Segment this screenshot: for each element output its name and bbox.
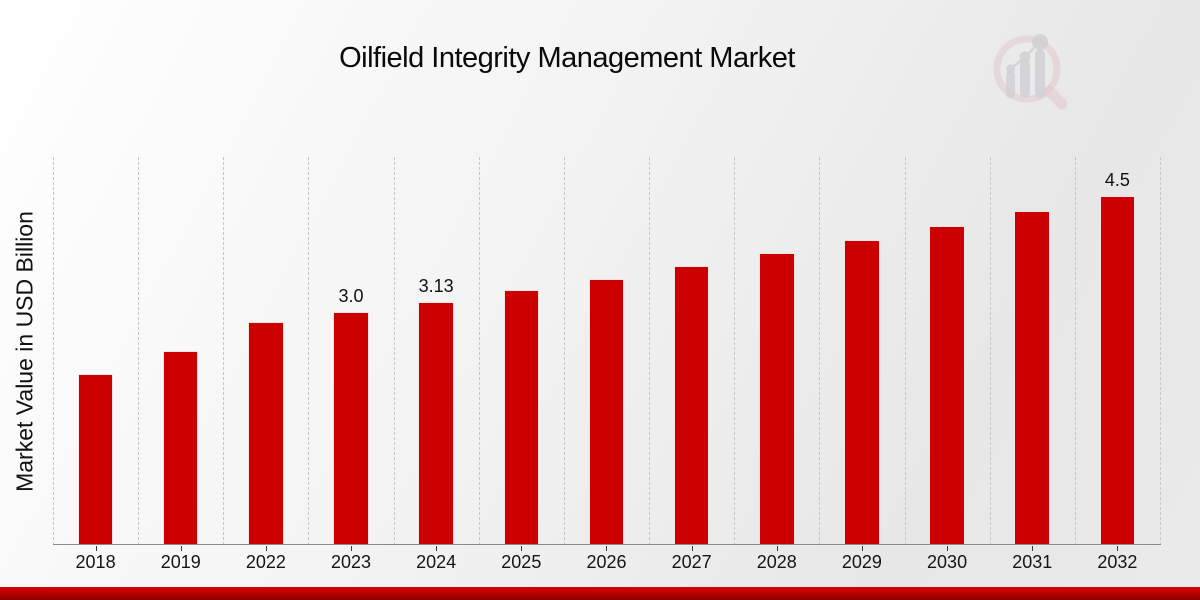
x-axis-tick <box>436 546 438 551</box>
gridline <box>393 157 395 545</box>
y-axis-label: Market Value in USD Billion <box>11 211 38 492</box>
brand-watermark-logo <box>993 34 1068 110</box>
x-tick-label-2022: 2022 <box>245 552 286 572</box>
bar-2032 <box>1099 195 1136 545</box>
x-axis-tick <box>776 546 778 551</box>
bar-2028 <box>759 253 795 545</box>
x-axis-tick <box>1032 546 1034 551</box>
bar-value-label-2032: 4.5 <box>1104 169 1130 190</box>
x-axis-tick <box>947 546 949 551</box>
bar-2019 <box>162 351 199 545</box>
x-tick-label-2026: 2026 <box>586 552 627 572</box>
gridline <box>138 157 140 545</box>
gridline <box>649 157 651 545</box>
x-axis-tick <box>606 546 608 551</box>
gridline <box>734 157 736 545</box>
bar-2030 <box>929 226 965 545</box>
bottom-banner <box>0 587 1200 600</box>
magnifier-icon <box>993 35 1068 110</box>
x-tick-label-2029: 2029 <box>841 552 882 572</box>
bar-2022 <box>248 322 284 545</box>
x-tick-label-2019: 2019 <box>160 552 201 572</box>
x-tick-label-2031: 2031 <box>1012 552 1053 572</box>
gridline <box>53 157 54 545</box>
x-tick-label-2028: 2028 <box>756 552 797 572</box>
x-tick-label-2030: 2030 <box>927 552 968 572</box>
bar-2023 <box>333 312 369 545</box>
x-axis-tick <box>180 546 182 551</box>
x-axis-tick <box>265 546 267 551</box>
bar-2029 <box>844 240 880 545</box>
x-tick-label-2023: 2023 <box>330 552 372 572</box>
gridline <box>904 157 906 545</box>
gridline <box>989 157 991 545</box>
x-axis-tick <box>691 546 693 551</box>
x-tick-label-2025: 2025 <box>501 552 542 572</box>
bar-2027 <box>673 266 710 545</box>
chart-title: Oilfield Integrity Management Market <box>339 42 795 74</box>
x-tick-label-2032: 2032 <box>1097 552 1138 572</box>
x-tick-label-2018: 2018 <box>75 552 116 572</box>
gridline <box>819 157 821 545</box>
gridline <box>1159 157 1161 545</box>
x-axis-tick <box>861 546 863 551</box>
x-axis-tick <box>521 546 523 551</box>
bar-2018 <box>77 374 114 545</box>
x-tick-label-2027: 2027 <box>671 552 712 572</box>
bar-value-label-2023: 3.0 <box>338 286 364 307</box>
bar-2026 <box>588 278 625 545</box>
trend-line-icon <box>1006 34 1048 74</box>
gridline <box>478 157 480 545</box>
gridline <box>223 157 225 545</box>
bar-2024 <box>418 302 454 545</box>
x-axis-line <box>53 544 1161 545</box>
bar-value-label-2024: 3.13 <box>418 276 454 297</box>
x-axis-tick <box>1117 546 1119 551</box>
gridline <box>563 157 565 545</box>
bar-chart-icon <box>1006 49 1045 98</box>
bar-2025 <box>503 290 540 545</box>
gridline <box>308 157 310 545</box>
gridline <box>1074 157 1076 545</box>
x-axis-tick <box>95 546 97 551</box>
x-axis-tick <box>351 546 353 551</box>
bar-2031 <box>1014 211 1050 545</box>
x-tick-label-2024: 2024 <box>416 552 457 572</box>
